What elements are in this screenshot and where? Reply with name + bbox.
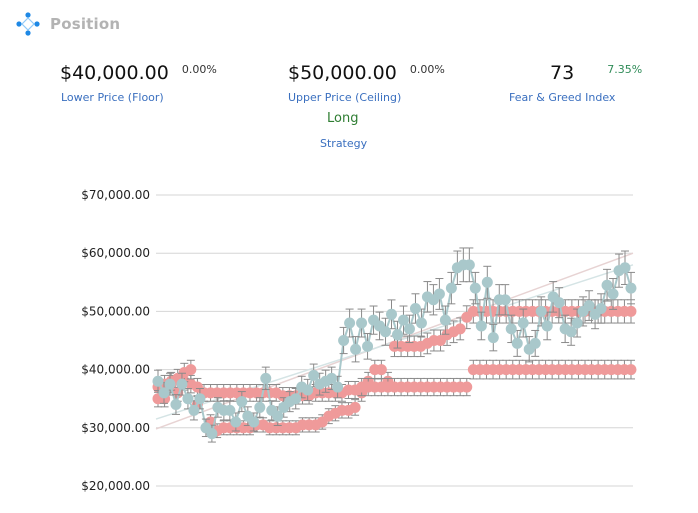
data-point <box>607 288 619 300</box>
data-point <box>397 314 409 326</box>
data-point <box>625 305 637 317</box>
upper-price-change: 0.00% <box>409 63 445 76</box>
data-point <box>194 393 206 405</box>
data-point <box>386 308 398 320</box>
y-tick-label: $20,000.00 <box>81 479 150 493</box>
data-point <box>224 404 236 416</box>
data-point <box>344 317 356 329</box>
data-point <box>463 259 475 271</box>
data-point <box>152 375 164 387</box>
data-point <box>230 416 242 428</box>
data-point <box>248 416 260 428</box>
fear-greed-value: 73 <box>550 62 575 84</box>
data-point <box>170 399 182 411</box>
data-point <box>487 332 499 344</box>
data-point <box>439 314 451 326</box>
upper-price-value: $50,000.00 <box>288 62 397 84</box>
data-point <box>356 317 368 329</box>
data-point <box>445 282 457 294</box>
data-point <box>403 323 415 335</box>
strategy-label: Strategy <box>320 137 368 150</box>
y-tick-label: $40,000.00 <box>81 363 150 377</box>
data-point <box>236 396 248 408</box>
data-point <box>260 372 272 384</box>
series-3 <box>152 247 637 443</box>
data-point <box>188 404 200 416</box>
lower-price-stat: $40,000.00 0.00% <box>60 62 217 84</box>
page-title: Position <box>50 15 121 33</box>
strategy-value: Long <box>327 111 359 126</box>
y-tick-label: $50,000.00 <box>81 304 150 318</box>
fear-greed-stat: 73 7.35% <box>550 62 642 84</box>
data-point <box>308 369 320 381</box>
data-point <box>302 384 314 396</box>
y-axis: $70,000.00 $60,000.00 $50,000.00 $40,000.00… <box>81 188 150 493</box>
upper-price-label: Upper Price (Ceiling) <box>288 91 402 104</box>
data-point <box>326 372 338 384</box>
data-point <box>164 378 176 390</box>
data-point <box>583 300 595 312</box>
data-point <box>206 428 218 440</box>
data-point <box>272 410 284 422</box>
data-point <box>541 320 553 332</box>
y-tick-label: $60,000.00 <box>81 246 150 260</box>
y-tick-label: $30,000.00 <box>81 421 150 435</box>
data-point <box>601 279 613 291</box>
lower-price-change: 0.00% <box>181 63 217 76</box>
data-point <box>454 323 466 335</box>
data-point <box>595 302 607 314</box>
data-point <box>182 393 194 405</box>
diamond-dots-icon <box>16 12 40 36</box>
data-point <box>529 337 541 349</box>
data-point <box>332 381 344 393</box>
header: Position <box>16 6 120 42</box>
data-point <box>254 401 266 413</box>
data-point <box>349 401 361 413</box>
data-point <box>290 393 302 405</box>
data-point <box>409 302 421 314</box>
lower-price-label: Lower Price (Floor) <box>61 91 164 104</box>
data-point <box>433 288 445 300</box>
data-point <box>475 320 487 332</box>
data-point <box>362 340 374 352</box>
data-point <box>380 326 392 338</box>
data-point <box>553 297 565 309</box>
price-chart: $70,000.00 $60,000.00 $50,000.00 $40,000.00… <box>81 188 637 493</box>
data-point <box>505 323 517 335</box>
data-point <box>517 317 529 329</box>
fear-greed-change: 7.35% <box>607 63 643 76</box>
series-2 <box>152 359 637 408</box>
data-point <box>158 387 170 399</box>
data-point <box>481 276 493 288</box>
data-point <box>176 378 188 390</box>
data-point <box>350 343 362 355</box>
data-point <box>619 262 631 274</box>
data-point <box>565 326 577 338</box>
lower-price-value: $40,000.00 <box>60 62 169 84</box>
data-point <box>535 305 547 317</box>
data-point <box>625 282 637 294</box>
data-point <box>571 317 583 329</box>
data-point <box>461 381 473 393</box>
data-point <box>375 364 387 376</box>
upper-price-stat: $50,000.00 0.00% <box>288 62 445 84</box>
y-tick-label: $70,000.00 <box>81 188 150 202</box>
data-point <box>185 364 197 376</box>
data-point <box>469 282 481 294</box>
plot-area <box>152 247 637 443</box>
data-point <box>625 364 637 376</box>
fear-greed-label: Fear & Greed Index <box>509 91 616 104</box>
data-point <box>499 294 511 306</box>
data-point <box>391 329 403 341</box>
data-point <box>415 317 427 329</box>
data-point <box>338 335 350 346</box>
data-point <box>511 337 523 349</box>
